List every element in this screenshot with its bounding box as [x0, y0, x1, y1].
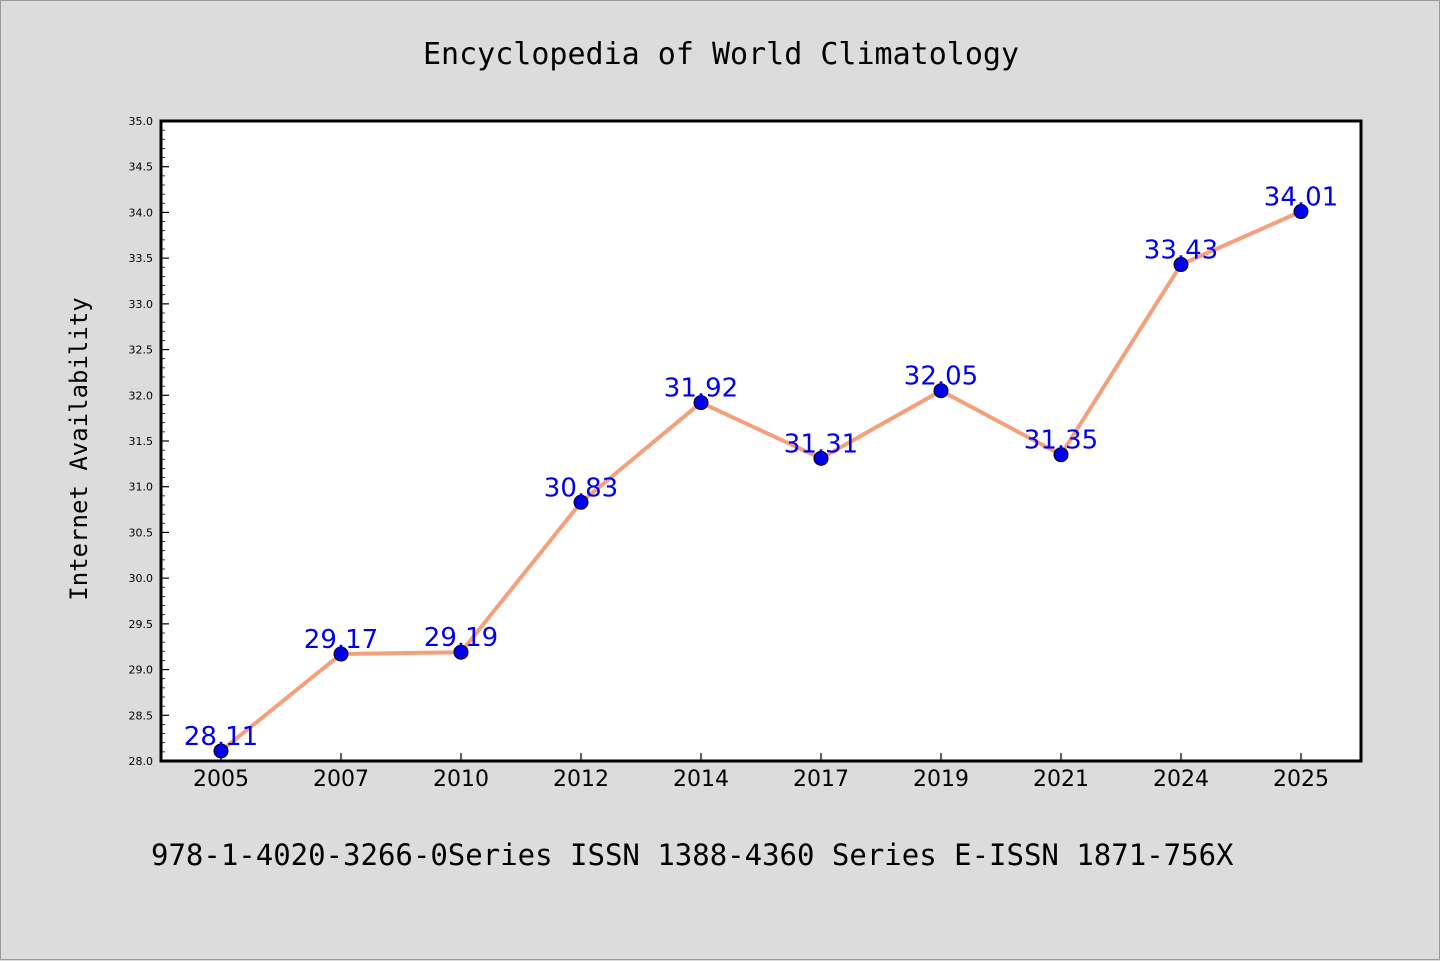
data-point — [453, 644, 469, 660]
y-tick-label: 30.5 — [129, 526, 154, 539]
plot-border — [159, 119, 1363, 763]
data-label: 32.05 — [904, 362, 978, 392]
x-tick-label: 2024 — [1153, 767, 1209, 792]
y-tick-label: 29.0 — [129, 664, 154, 677]
y-tick-label: 31.0 — [129, 481, 154, 494]
data-label: 31.35 — [1024, 426, 1098, 456]
data-point — [333, 646, 349, 662]
x-tick-label: 2021 — [1033, 767, 1089, 792]
y-tick-label: 28.0 — [129, 755, 154, 768]
y-tick-label: 32.0 — [129, 389, 154, 402]
data-label: 34.01 — [1264, 183, 1338, 213]
data-point — [1053, 447, 1069, 463]
data-point — [813, 450, 829, 466]
x-axis-ticks: 2005 2007 2010 2012 2014 2017 2019 2021 2024 2025 — [193, 753, 1329, 792]
y-tick-label: 29.5 — [129, 618, 154, 631]
x-tick-label: 2025 — [1273, 767, 1329, 792]
data-point — [933, 383, 949, 399]
y-tick-label: 28.5 — [129, 709, 154, 722]
y-tick-label: 30.0 — [129, 572, 154, 585]
series-line — [219, 209, 1303, 753]
x-tick-label: 2012 — [553, 767, 609, 792]
x-tick-label: 2010 — [433, 767, 489, 792]
x-tick-label: 2019 — [913, 767, 969, 792]
data-point — [213, 743, 229, 759]
data-label: 31.31 — [784, 429, 858, 459]
x-tick-label: 2017 — [793, 767, 849, 792]
x-tick-label: 2014 — [673, 767, 729, 792]
data-label: 29.17 — [304, 625, 378, 655]
data-label: 33.43 — [1144, 236, 1218, 266]
data-point — [573, 494, 589, 510]
data-point — [1173, 257, 1189, 273]
data-label: 30.83 — [544, 473, 618, 503]
footer-isbn-text: 978-1-4020-3266-0Series ISSN 1388-4360 S… — [151, 838, 1234, 872]
chart-title: Encyclopedia of World Climatology — [423, 37, 1019, 72]
data-point — [1293, 204, 1309, 220]
y-tick-label: 33.0 — [129, 298, 154, 311]
data-label: 29.19 — [424, 623, 498, 653]
y-axis-label: Internet Availability — [65, 297, 93, 600]
y-tick-label: 33.5 — [129, 252, 154, 265]
data-markers — [213, 204, 1309, 759]
y-tick-label: 32.5 — [129, 344, 154, 357]
y-axis-ticks: 28.0 28.5 29.0 29.5 30.0 30.5 31.0 31.5 32.0 32.5… — [129, 115, 169, 768]
y-tick-label: 31.5 — [129, 435, 154, 448]
y-tick-label: 34.0 — [129, 206, 154, 219]
x-tick-label: 2005 — [193, 767, 249, 792]
plot-area — [161, 121, 1361, 761]
x-tick-label: 2007 — [313, 767, 369, 792]
data-labels: 28.11 29.17 29.19 30.83 31.92 31.31 32.05 31.35… — [184, 183, 1338, 752]
y-tick-label: 34.5 — [129, 161, 154, 174]
data-point — [693, 395, 709, 411]
data-label: 31.92 — [664, 374, 738, 404]
y-tick-label: 35.0 — [129, 115, 154, 128]
data-label: 28.11 — [184, 722, 258, 752]
